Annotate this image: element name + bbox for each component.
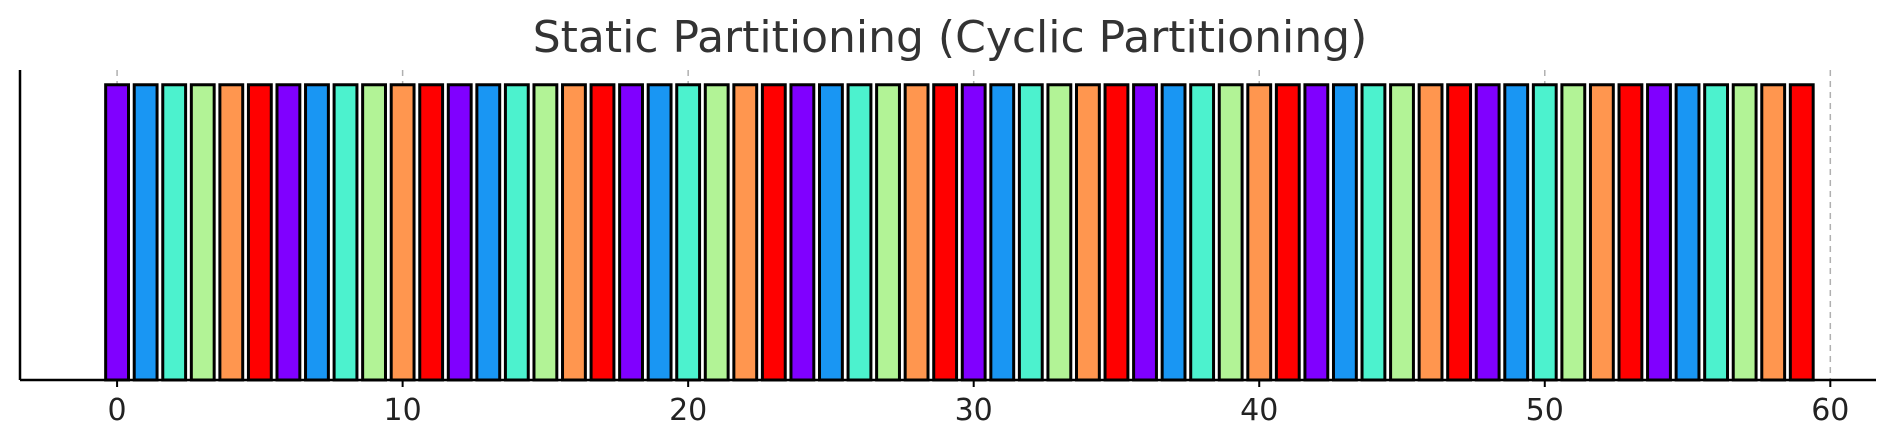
bar-0 <box>104 83 131 382</box>
bar-59 <box>1788 83 1815 382</box>
bar-6 <box>275 83 302 382</box>
bar-11 <box>418 83 445 382</box>
x-tick-label-0: 0 <box>108 393 127 428</box>
bar-51 <box>1560 83 1587 382</box>
bar-3 <box>189 83 216 382</box>
bar-14 <box>503 83 530 382</box>
x-tick-label-30: 30 <box>955 393 993 428</box>
bar-35 <box>1103 83 1130 382</box>
bar-23 <box>760 83 787 382</box>
bar-8 <box>332 83 359 382</box>
bar-13 <box>475 83 502 382</box>
bar-39 <box>1217 83 1244 382</box>
bar-10 <box>389 83 416 382</box>
bar-7 <box>304 83 330 382</box>
bar-2 <box>161 83 188 382</box>
bar-16 <box>561 83 587 382</box>
bar-34 <box>1074 83 1101 382</box>
bar-52 <box>1588 83 1615 382</box>
bar-4 <box>218 83 245 382</box>
x-tick-label-60: 60 <box>1811 393 1849 428</box>
bar-55 <box>1674 83 1701 382</box>
bar-38 <box>1189 83 1216 382</box>
bar-54 <box>1646 83 1672 382</box>
bar-5 <box>246 83 273 382</box>
bar-36 <box>1132 83 1158 382</box>
bar-30 <box>960 83 987 382</box>
bar-50 <box>1531 83 1558 382</box>
bar-44 <box>1360 83 1387 382</box>
bars <box>104 83 1815 382</box>
bar-31 <box>989 83 1016 382</box>
bar-21 <box>703 83 730 382</box>
bar-37 <box>1160 83 1187 382</box>
x-tick-label-50: 50 <box>1526 393 1564 428</box>
bar-29 <box>932 83 959 382</box>
bar-57 <box>1731 83 1758 382</box>
bar-20 <box>675 83 702 382</box>
bar-18 <box>618 83 644 382</box>
bar-33 <box>1046 83 1073 382</box>
bar-12 <box>446 83 473 382</box>
x-tick-label-10: 10 <box>384 393 422 428</box>
bar-58 <box>1760 83 1787 382</box>
bar-56 <box>1703 83 1730 382</box>
x-tick-label-40: 40 <box>1240 393 1278 428</box>
bar-45 <box>1389 83 1415 382</box>
bar-1 <box>132 83 159 382</box>
bar-9 <box>361 83 387 382</box>
bar-32 <box>1017 83 1044 382</box>
bar-27 <box>875 83 901 382</box>
axes <box>18 70 1876 382</box>
bar-28 <box>903 83 930 382</box>
bar-19 <box>646 83 673 382</box>
bar-47 <box>1446 83 1473 382</box>
bar-40 <box>1246 83 1273 382</box>
bar-26 <box>846 83 873 382</box>
bar-15 <box>532 83 559 382</box>
bar-42 <box>1303 83 1330 382</box>
bar-53 <box>1617 83 1644 382</box>
bar-17 <box>589 83 616 382</box>
bar-46 <box>1417 83 1444 382</box>
bar-43 <box>1331 83 1358 382</box>
x-axis-ticks: 0 10 20 30 40 50 60 <box>108 380 1849 428</box>
chart-title: Static Partitioning (Cyclic Partitioning… <box>533 12 1368 63</box>
bar-24 <box>789 83 816 382</box>
bar-49 <box>1503 83 1530 382</box>
x-tick-label-20: 20 <box>669 393 707 428</box>
bar-41 <box>1274 83 1301 382</box>
bar-48 <box>1474 83 1501 382</box>
bar-25 <box>818 83 844 382</box>
bar-22 <box>732 83 759 382</box>
